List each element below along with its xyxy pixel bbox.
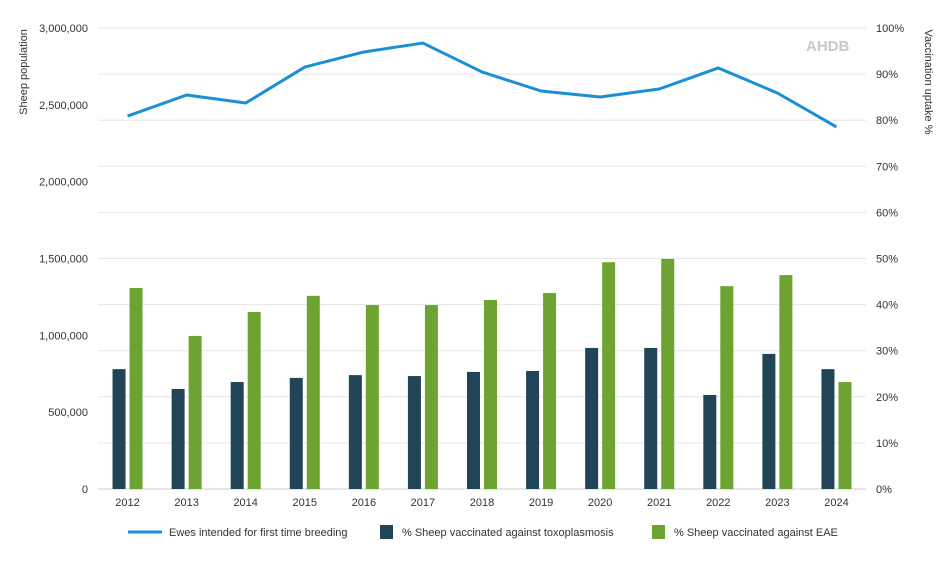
x-tick-label: 2015 — [293, 497, 317, 509]
right-tick-label: 50% — [876, 254, 898, 266]
right-axis-title: Vaccination uptake % — [922, 30, 934, 135]
x-tick-label: 2016 — [352, 497, 376, 509]
left-axis-title: Sheep population — [18, 29, 30, 115]
bar-toxoplasmosis — [230, 382, 244, 489]
right-tick-label: 20% — [876, 392, 898, 404]
right-tick-label: 90% — [876, 69, 898, 81]
legend-label: % Sheep vaccinated against toxoplasmosis — [402, 527, 614, 539]
right-tick-label: 40% — [876, 300, 898, 312]
bar-toxoplasmosis — [289, 377, 303, 489]
x-tick-label: 2024 — [824, 497, 848, 509]
left-tick-label: 2,000,000 — [39, 177, 88, 189]
bar-toxoplasmosis — [112, 369, 126, 489]
ahdb-logo: AHDB — [806, 38, 850, 55]
legend-swatch-bar — [380, 525, 393, 539]
right-tick-label: 70% — [876, 161, 898, 173]
bar-toxoplasmosis — [348, 375, 362, 489]
x-tick-label: 2018 — [470, 497, 494, 509]
right-tick-label: 80% — [876, 115, 898, 127]
x-tick-label: 2013 — [174, 497, 198, 509]
bar-toxoplasmosis — [585, 347, 599, 489]
bar-eae — [424, 305, 438, 489]
bar-toxoplasmosis — [171, 388, 185, 489]
bar-toxoplasmosis — [703, 394, 717, 489]
right-tick-label: 100% — [876, 23, 904, 35]
left-tick-label: 500,000 — [48, 407, 88, 419]
bar-eae — [543, 293, 557, 489]
bar-eae — [779, 275, 793, 489]
legend-label: Ewes intended for first time breeding — [169, 527, 348, 539]
bar-eae — [661, 258, 675, 489]
right-tick-label: 60% — [876, 207, 898, 219]
bar-eae — [129, 288, 143, 489]
left-tick-label: 1,500,000 — [39, 254, 88, 266]
bar-eae — [838, 382, 852, 489]
bar-toxoplasmosis — [644, 347, 658, 489]
x-tick-label: 2022 — [706, 497, 730, 509]
bar-eae — [247, 311, 261, 489]
bar-toxoplasmosis — [526, 370, 540, 489]
bar-toxoplasmosis — [762, 353, 776, 489]
x-tick-label: 2014 — [233, 497, 257, 509]
x-tick-label: 2017 — [411, 497, 435, 509]
left-tick-label: 0 — [82, 484, 88, 496]
bar-eae — [484, 299, 497, 489]
line-ewes-breeding — [127, 41, 838, 129]
x-tick-label: 2020 — [588, 497, 612, 509]
left-tick-label: 1,000,000 — [39, 330, 88, 342]
x-tick-label: 2012 — [115, 497, 139, 509]
bar-eae — [365, 305, 379, 489]
bar-eae — [602, 262, 616, 489]
left-tick-label: 2,500,000 — [39, 100, 88, 112]
bar-toxoplasmosis — [821, 369, 835, 489]
bar-eae — [188, 335, 202, 489]
right-tick-label: 30% — [876, 346, 898, 358]
right-tick-label: 10% — [876, 438, 898, 450]
bar-toxoplasmosis — [407, 376, 421, 489]
legend-swatch-bar — [652, 525, 665, 539]
bar-eae — [720, 286, 734, 489]
bar-eae — [306, 295, 320, 489]
x-tick-label: 2023 — [765, 497, 789, 509]
left-tick-label: 3,000,000 — [39, 23, 88, 35]
legend-label: % Sheep vaccinated against EAE — [674, 527, 838, 539]
x-tick-label: 2019 — [529, 497, 553, 509]
right-tick-label: 0% — [876, 484, 892, 496]
bar-toxoplasmosis — [467, 371, 480, 489]
x-tick-label: 2021 — [647, 497, 671, 509]
